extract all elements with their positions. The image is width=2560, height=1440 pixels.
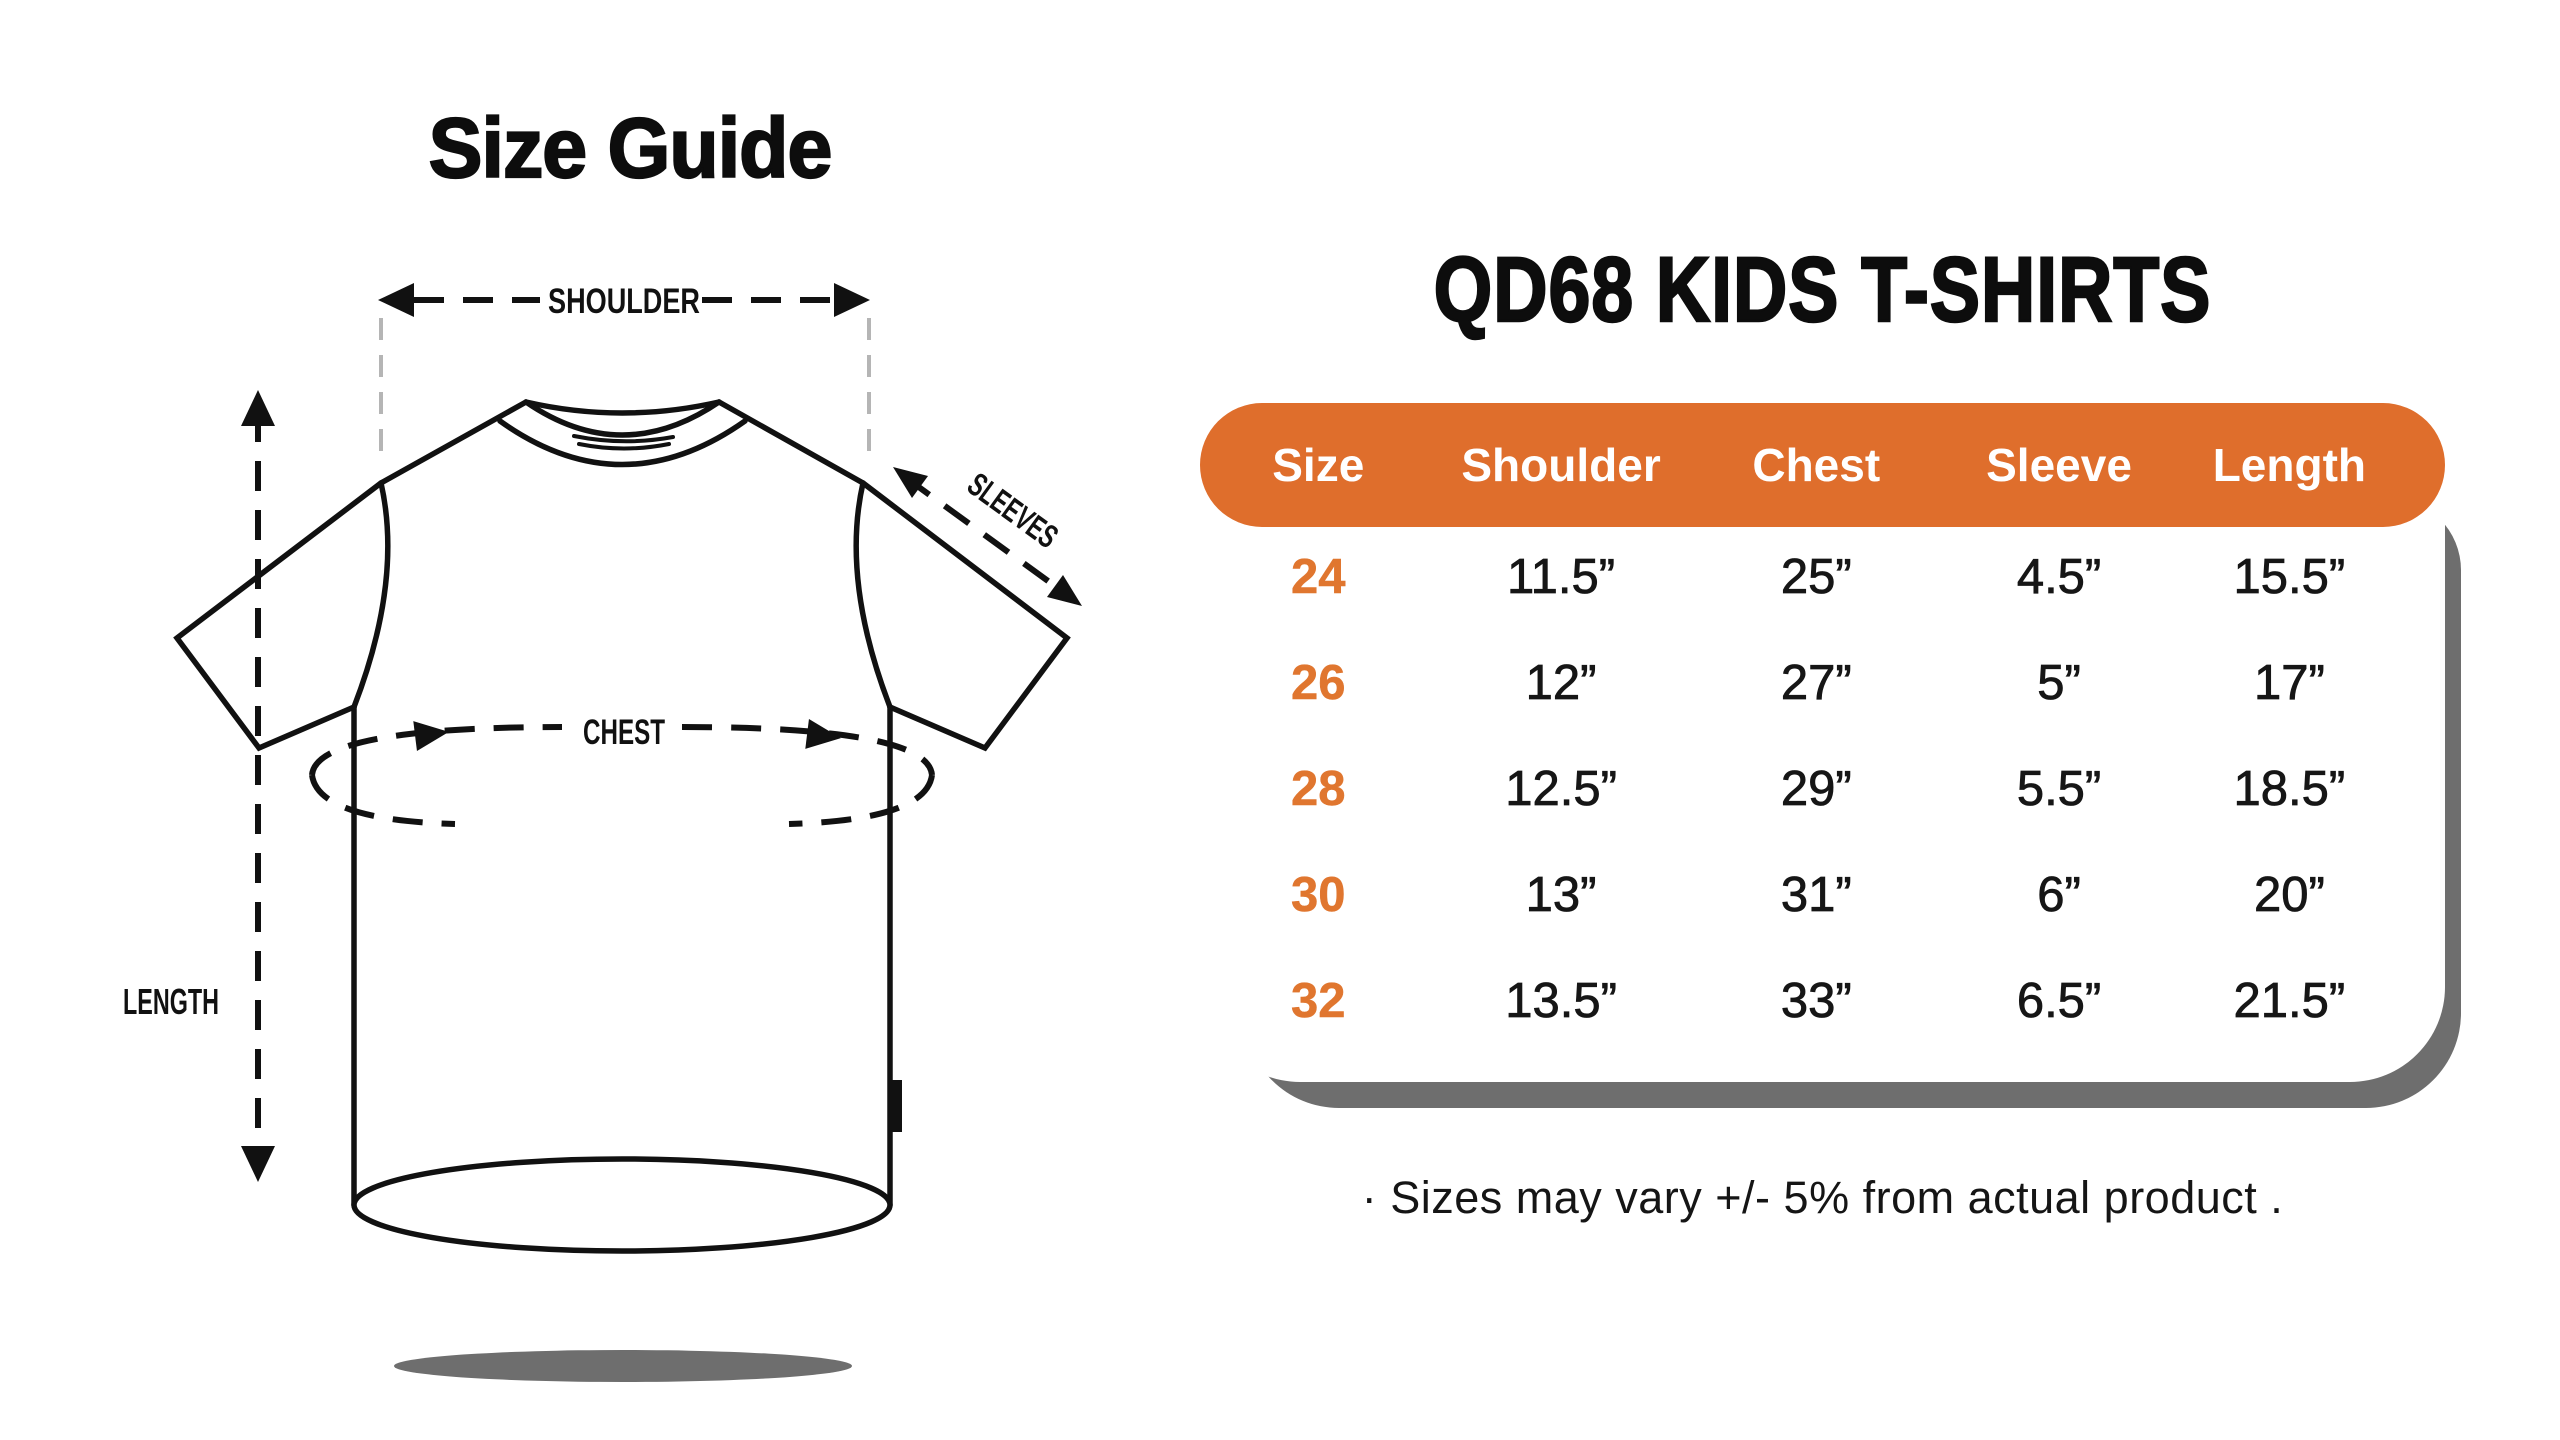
size-table-panel (1205, 455, 2445, 1082)
cell-shoulder: 12” (1525, 656, 1597, 711)
shoulder-arrowhead-left (378, 283, 414, 317)
chest-label: CHEST (583, 713, 665, 752)
cell-shoulder: 12.5” (1505, 762, 1617, 817)
header-sleeve: Sleeve (1986, 439, 2132, 491)
size-table-header: Size Shoulder Chest Sleeve Length (1200, 403, 2445, 527)
sleeves-label: SLEEVES (961, 465, 1065, 555)
cell-sleeve: 6.5” (2016, 974, 2102, 1029)
size-variance-note: · Sizes may vary +/- 5% from actual prod… (1361, 1172, 2284, 1223)
sleeves-measure-arrow (903, 474, 1072, 600)
cell-chest: 33” (1780, 974, 1852, 1029)
product-title: QD68 KIDS T-SHIRTS (1433, 238, 2212, 342)
cell-chest: 31” (1780, 868, 1852, 923)
cell-sleeve: 4.5” (2016, 550, 2102, 605)
tshirt-ground-shadow (394, 1350, 852, 1382)
cell-length: 17” (2253, 656, 2326, 711)
size-table-body: 24 11.5” 25” 4.5” 15.5” 26 12” 27” 5” 17… (1200, 524, 2445, 1054)
header-size: Size (1272, 439, 1365, 491)
table-row: 24 11.5” 25” 4.5” 15.5” (1200, 524, 2445, 630)
cell-sleeve: 5” (2037, 656, 2081, 711)
cell-shoulder: 13” (1525, 868, 1597, 923)
chest-arrowhead-right (805, 719, 841, 749)
cell-length: 20” (2253, 868, 2326, 923)
table-row: 32 13.5” 33” 6.5” 21.5” (1200, 948, 2445, 1054)
cell-sleeve: 5.5” (2016, 762, 2102, 817)
table-row: 26 12” 27” 5” 17” (1200, 630, 2445, 736)
length-arrowhead-top (241, 390, 275, 426)
shoulder-guide-lines (379, 318, 871, 462)
cell-chest: 29” (1780, 762, 1852, 817)
cell-size: 32 (1291, 974, 1346, 1029)
length-arrowhead-bottom (241, 1146, 275, 1182)
table-row: 30 13” 31” 6” 20” (1200, 842, 2445, 948)
tshirt-measurement-diagram: SHOULDER LENGTH CHEST SLEEVES (123, 282, 1082, 1382)
cell-length: 18.5” (2233, 762, 2346, 817)
cell-size: 30 (1291, 868, 1346, 923)
cell-shoulder: 11.5” (1507, 550, 1616, 605)
cell-size: 28 (1291, 762, 1346, 817)
cell-size: 24 (1291, 550, 1346, 605)
cell-chest: 25” (1780, 550, 1852, 605)
tshirt-side-tag (888, 1080, 902, 1132)
cell-shoulder: 13.5” (1505, 974, 1617, 1029)
header-chest: Chest (1752, 439, 1881, 491)
cell-length: 21.5” (2233, 974, 2346, 1029)
sleeves-arrowhead-top (893, 467, 928, 498)
chest-arrowhead-left (413, 721, 449, 751)
cell-chest: 27” (1780, 656, 1852, 711)
sleeves-arrowhead-bottom (1047, 575, 1082, 606)
tshirt-outline (173, 399, 1071, 1254)
length-label: LENGTH (123, 981, 219, 1022)
cell-sleeve: 6” (2037, 868, 2081, 923)
table-row: 28 12.5” 29” 5.5” 18.5” (1200, 736, 2445, 842)
chest-measure-ellipse (309, 724, 935, 827)
shoulder-arrowhead-right (834, 283, 870, 317)
cell-size: 26 (1291, 656, 1346, 711)
header-length: Length (2212, 439, 2366, 491)
shoulder-label: SHOULDER (548, 282, 700, 321)
size-guide-title: Size Guide (428, 100, 834, 196)
header-shoulder: Shoulder (1461, 439, 1661, 491)
cell-length: 15.5” (2233, 550, 2346, 605)
